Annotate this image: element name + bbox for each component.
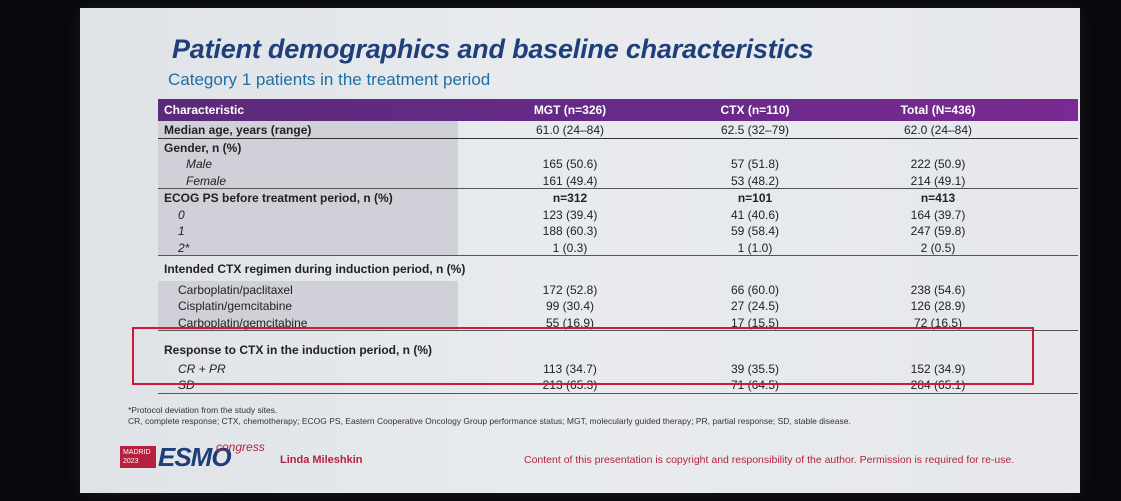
row-label: Female [186, 173, 227, 188]
presentation-slide: Patient demographics and baseline charac… [80, 8, 1080, 493]
row-label: CR + PR [178, 361, 226, 376]
row-label: SD [178, 378, 195, 392]
row-label: Carboplatin/paclitaxel [178, 282, 293, 297]
cell-value: 39 (35.5) [730, 361, 780, 376]
cell-value: 214 (49.1) [910, 173, 966, 188]
header-ctx: CTX (n=110) [720, 103, 790, 117]
header-characteristic: Characteristic [164, 103, 245, 117]
cell-value: 213 (65.3) [542, 378, 598, 392]
cell-value: 165 (50.6) [542, 157, 598, 171]
section-response: Response to CTX in the induction period,… [158, 341, 1078, 358]
copyright-notice: Content of this presentation is copyrigh… [524, 454, 1015, 466]
cell-value: 59 (58.4) [730, 224, 780, 238]
section-regimen: Intended CTX regimen during induction pe… [158, 260, 1078, 277]
table-row: Cisplatin/gemcitabine 99 (30.4) 27 (24.5… [158, 297, 1078, 314]
cell-value: 57 (51.8) [730, 157, 780, 171]
logo-brand: ESMO [158, 442, 232, 472]
cell-value: 164 (39.7) [910, 207, 966, 222]
row-label: Carboplatin/gemcitabine [178, 315, 308, 330]
section-label: Intended CTX regimen during induction pe… [164, 262, 466, 276]
highlight-box [132, 327, 1034, 385]
cell-value: 172 (52.8) [542, 282, 598, 297]
section-label: ECOG PS before treatment period, n (%) [164, 191, 393, 205]
cell-value: 123 (39.4) [542, 207, 598, 222]
cell-value: 53 (48.2) [730, 173, 780, 188]
row-label: Cisplatin/gemcitabine [178, 299, 293, 313]
cell-n: n=101 [737, 191, 773, 205]
cell-value: 17 (15.5) [730, 315, 780, 330]
table-row: Carboplatin/paclitaxel 172 (52.8) 66 (60… [158, 280, 1078, 298]
cell-value: 284 (65.1) [910, 378, 966, 392]
cell-value: 99 (30.4) [545, 299, 595, 313]
row-label: 1 [178, 224, 185, 238]
cell-value: 62.0 (24–84) [903, 123, 973, 137]
section-label: Response to CTX in the induction period,… [164, 343, 432, 357]
row-label: Male [186, 157, 213, 171]
footnote-protocol: *Protocol deviation from the study sites… [128, 405, 278, 415]
row-label: Median age, years (range) [164, 123, 312, 137]
cell-value: 2 (0.5) [920, 240, 956, 255]
header-mgt: MGT (n=326) [533, 103, 607, 117]
section-ecog: ECOG PS before treatment period, n (%) n… [158, 189, 1078, 206]
demographics-table: Characteristic MGT (n=326) CTX (n=110) T… [158, 99, 1078, 394]
author-name: Linda Mileshkin [280, 454, 363, 466]
cell-value: 1 (1.0) [737, 240, 773, 255]
cell-value: 238 (54.6) [910, 282, 966, 297]
cell-value: 188 (60.3) [542, 224, 598, 238]
slide-subtitle: Category 1 patients in the treatment per… [168, 70, 491, 89]
cell-value: 161 (49.4) [542, 173, 598, 188]
table-row: SD 213 (65.3) 71 (64.5) 284 (65.1) [158, 376, 1078, 394]
table-row: 0 123 (39.4) 41 (40.6) 164 (39.7) [158, 205, 1078, 223]
table-row: Carboplatin/gemcitabine 55 (16.9) 17 (15… [158, 313, 1078, 331]
cell-value: 113 (34.7) [543, 361, 597, 376]
logo-city-block: MADRID 2023 [120, 446, 156, 468]
cell-value: 247 (59.8) [910, 224, 966, 238]
cell-value: 66 (60.0) [730, 282, 780, 297]
cell-n: n=312 [552, 191, 588, 205]
table-header-row: Characteristic MGT (n=326) CTX (n=110) T… [158, 99, 1078, 121]
table-row: 2* 1 (0.3) 1 (1.0) 2 (0.5) [158, 238, 1078, 256]
cell-value: 152 (34.9) [910, 361, 966, 376]
header-total: Total (N=436) [900, 103, 976, 117]
cell-value: 1 (0.3) [552, 240, 588, 255]
table-row: 1 188 (60.3) 59 (58.4) 247 (59.8) [158, 222, 1078, 239]
cell-value: 61.0 (24–84) [535, 123, 605, 137]
row-label: 0 [178, 207, 185, 222]
cell-value: 62.5 (32–79) [720, 123, 790, 137]
table-row: CR + PR 113 (34.7) 39 (35.5) 152 (34.9) [158, 360, 1078, 377]
cell-value: 71 (64.5) [730, 378, 780, 392]
logo-suffix: congress [216, 440, 265, 454]
slide-title: Patient demographics and baseline charac… [172, 34, 814, 64]
section-gender: Gender, n (%) [158, 138, 1078, 156]
section-label: Gender, n (%) [164, 140, 242, 155]
cell-value: 41 (40.6) [730, 207, 780, 222]
cell-n: n=413 [920, 191, 956, 205]
cell-value: 27 (24.5) [730, 299, 780, 313]
table-row: Male 165 (50.6) 57 (51.8) 222 (50.9) [158, 155, 1078, 172]
cell-value: 222 (50.9) [910, 157, 966, 171]
row-label: 2* [178, 240, 190, 255]
cell-value: 55 (16.9) [545, 315, 595, 330]
footnote-abbreviations: CR, complete response; CTX, chemotherapy… [128, 416, 851, 426]
table-row-age: Median age, years (range) 61.0 (24–84) 6… [158, 121, 1078, 139]
cell-value: 126 (28.9) [910, 299, 966, 313]
cell-value: 72 (16.5) [913, 315, 963, 330]
table-row: Female 161 (49.4) 53 (48.2) 214 (49.1) [158, 171, 1078, 189]
